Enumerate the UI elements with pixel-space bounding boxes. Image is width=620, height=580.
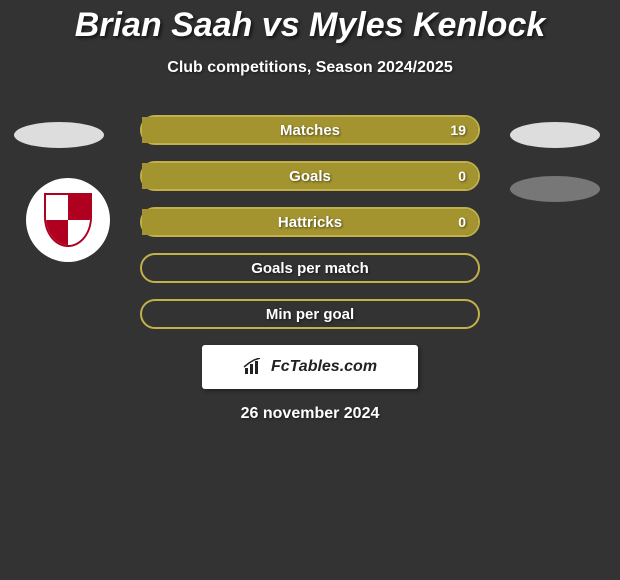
bar-label: Goals	[289, 168, 331, 185]
footer-brand-text: FcTables.com	[271, 358, 377, 376]
player-right-placeholder-2	[510, 176, 600, 202]
club-badge-left	[26, 178, 110, 262]
page-title: Brian Saah vs Myles Kenlock	[0, 0, 620, 45]
bar-value-right: 19	[450, 122, 466, 138]
bar-label: Hattricks	[278, 214, 342, 231]
player-left-placeholder	[14, 122, 104, 148]
date-text: 26 november 2024	[0, 405, 620, 423]
stat-bar: Goals per match	[140, 253, 480, 283]
bar-value-right: 0	[458, 168, 466, 184]
bar-label: Min per goal	[266, 306, 354, 323]
bar-label: Matches	[280, 122, 340, 139]
stat-bar: Goals 0	[140, 161, 480, 191]
comparison-bars: Matches 19 Goals 0 Hattricks 0 Goals per match…	[140, 115, 480, 329]
bar-value-right: 0	[458, 214, 466, 230]
subtitle: Club competitions, Season 2024/2025	[0, 59, 620, 77]
footer-brand: FcTables.com	[202, 345, 418, 389]
stat-bar: Hattricks 0	[140, 207, 480, 237]
bar-label: Goals per match	[251, 260, 369, 277]
chart-icon	[243, 358, 265, 376]
stat-bar: Min per goal	[140, 299, 480, 329]
stat-bar: Matches 19	[140, 115, 480, 145]
shield-icon	[44, 193, 92, 247]
player-right-placeholder-1	[510, 122, 600, 148]
